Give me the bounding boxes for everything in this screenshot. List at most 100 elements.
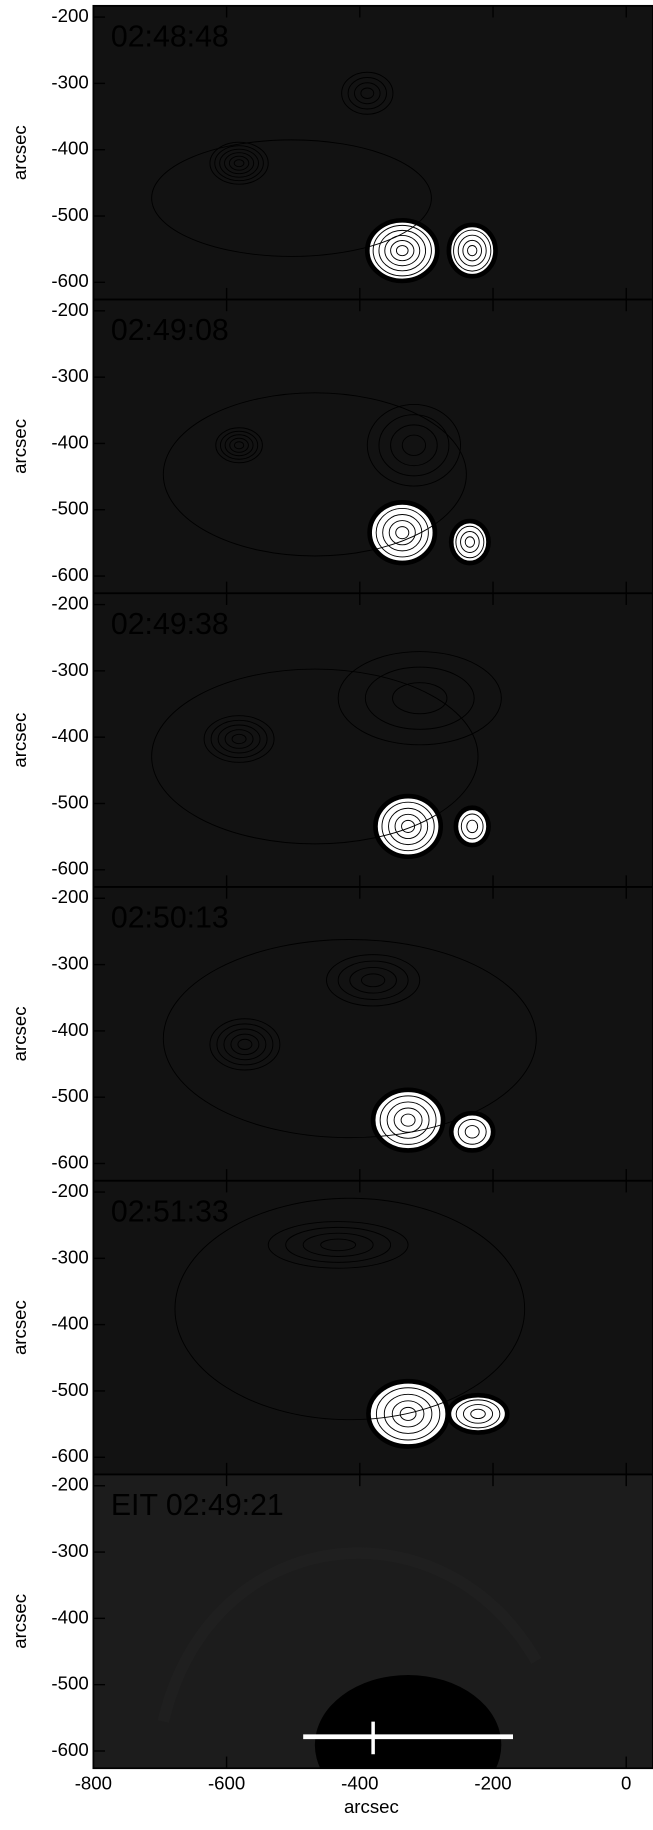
contour xyxy=(360,87,375,99)
contour xyxy=(215,427,263,464)
contour xyxy=(455,1399,501,1429)
panel-label: 02:48:48 xyxy=(111,20,229,53)
y-tick-label: -600 xyxy=(51,858,88,879)
y-tick-label: -400 xyxy=(51,1019,88,1040)
contour xyxy=(326,954,421,1007)
y-tick-label: -200 xyxy=(51,5,88,26)
contour xyxy=(203,715,275,763)
y-tick-label: -200 xyxy=(51,299,88,320)
contour xyxy=(367,500,438,566)
y-tick-label: -600 xyxy=(51,1445,88,1466)
panel-image xyxy=(93,299,653,594)
panel-label: 02:49:38 xyxy=(111,608,229,641)
panel: 02:48:48 arcsec -200 -300 -400 -500 -600 xyxy=(9,4,653,301)
y-tick-label: -600 xyxy=(51,564,88,585)
y-tick-label: -400 xyxy=(51,1606,88,1627)
contour xyxy=(233,441,245,450)
contour xyxy=(361,973,386,988)
y-axis-label: arcsec xyxy=(9,713,30,768)
contour xyxy=(231,733,247,745)
contour xyxy=(223,1028,267,1061)
contour xyxy=(388,807,429,846)
y-tick-label: -300 xyxy=(51,659,88,680)
contour xyxy=(462,1404,494,1424)
contour xyxy=(384,234,421,267)
y-axis-label: arcsec xyxy=(9,419,30,474)
contour xyxy=(401,819,416,833)
contour xyxy=(341,71,394,115)
y-tick-label: -600 xyxy=(51,1151,88,1172)
contour xyxy=(378,229,427,272)
contour xyxy=(237,1038,253,1050)
contour xyxy=(209,1018,281,1071)
contour xyxy=(446,1392,510,1435)
panel-image xyxy=(93,1474,653,1769)
y-tick-label: -300 xyxy=(51,71,88,92)
contour xyxy=(460,531,480,553)
y-tick-label: -500 xyxy=(51,498,88,519)
x-axis-label: arcsec xyxy=(344,1796,399,1817)
panel-label: 02:49:08 xyxy=(111,314,229,347)
y-tick-label: -400 xyxy=(51,138,88,159)
y-tick-label: -400 xyxy=(51,725,88,746)
contour xyxy=(399,1406,417,1421)
contour xyxy=(302,1232,374,1257)
contour xyxy=(224,152,255,175)
contour xyxy=(388,520,416,546)
contour xyxy=(464,536,475,548)
contour xyxy=(216,1023,274,1066)
contour xyxy=(337,960,409,1000)
y-tick-label: -200 xyxy=(51,592,88,613)
contour xyxy=(467,245,478,257)
panel-image xyxy=(93,593,653,888)
contour xyxy=(267,1221,409,1269)
contour xyxy=(337,651,502,746)
y-tick-label: -400 xyxy=(51,431,88,452)
y-axis-label: arcsec xyxy=(9,1594,30,1649)
contour xyxy=(446,222,498,279)
panel-image xyxy=(93,5,653,300)
panel-image xyxy=(93,887,653,1181)
y-tick-label: -500 xyxy=(51,791,88,812)
contour xyxy=(395,526,410,540)
contour xyxy=(230,1033,260,1056)
contour xyxy=(217,724,261,754)
y-tick-label: -500 xyxy=(51,204,88,225)
panel-label: EIT 02:49:21 xyxy=(111,1489,284,1522)
contour xyxy=(466,819,479,834)
panel: 02:50:13 arcsec -200 -300 -400 -500 -600 xyxy=(9,886,653,1182)
panel: 02:49:08 arcsec -200 -300 -400 -500 -600 xyxy=(9,298,653,595)
x-tick-label: -600 xyxy=(208,1772,245,1793)
y-tick-label: -500 xyxy=(51,1085,88,1106)
contour xyxy=(470,1408,486,1420)
contour xyxy=(151,668,479,845)
y-axis-label: arcsec xyxy=(9,125,30,180)
contour xyxy=(390,424,438,467)
contour xyxy=(383,1393,433,1434)
y-tick-label: -400 xyxy=(51,1313,88,1334)
contour xyxy=(228,155,250,171)
contour xyxy=(219,430,259,460)
contour xyxy=(378,414,450,477)
contour xyxy=(219,148,259,178)
contour xyxy=(370,1087,446,1153)
contour xyxy=(395,245,409,257)
contour xyxy=(366,403,462,487)
bright-source xyxy=(369,502,435,563)
x-tick-label: -400 xyxy=(341,1772,378,1793)
bright-source xyxy=(367,220,438,281)
contour xyxy=(455,525,485,559)
contour xyxy=(394,813,422,840)
contour xyxy=(448,518,491,566)
contour xyxy=(209,141,269,185)
panel-image xyxy=(93,1180,653,1475)
contour xyxy=(457,234,487,267)
y-tick-label: -300 xyxy=(51,1540,88,1561)
y-tick-label: -600 xyxy=(51,270,88,291)
panel: EIT 02:49:21 arcsec -200 -300 -400 -500 -600 -8… xyxy=(9,1473,653,1817)
contour xyxy=(457,1118,487,1145)
y-tick-label: -300 xyxy=(51,365,88,386)
contour xyxy=(392,682,448,715)
contour xyxy=(354,82,381,105)
